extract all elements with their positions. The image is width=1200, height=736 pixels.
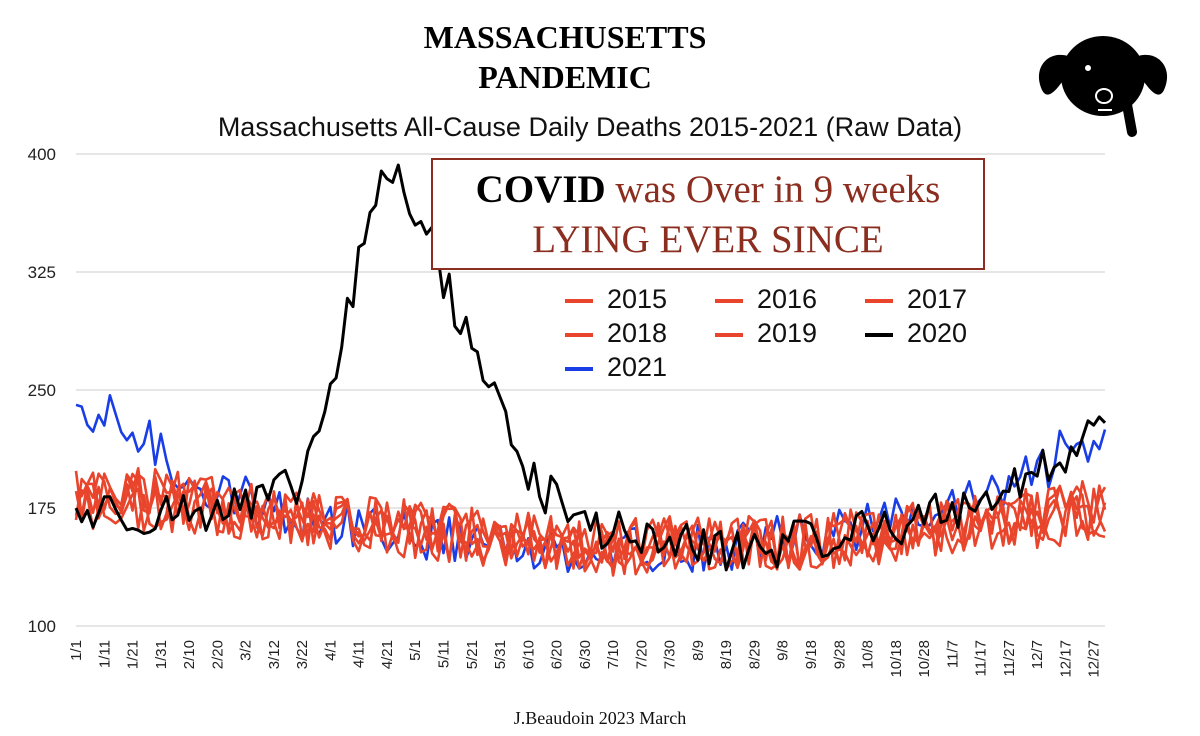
x-tick-label: 9/28 [831,640,848,669]
legend-swatch [715,298,743,303]
x-tick-label: 4/1 [322,640,339,661]
heading-line-2: PANDEMIC [478,59,652,95]
y-tick-label: 400 [28,145,56,164]
y-tick-label: 100 [28,617,56,636]
chart-title: Massachusetts All-Cause Daily Deaths 201… [217,112,963,142]
series-lines [74,163,1107,577]
legend-label: 2018 [607,318,668,348]
legend-swatch [865,332,893,337]
x-tick-label: 2/20 [209,640,226,669]
x-tick-label: 6/20 [549,640,566,669]
legend-swatch [565,298,593,303]
legend-swatch [565,366,593,371]
legend-label: 2015 [607,284,668,314]
legend-swatch [865,298,893,303]
legend-swatch [715,332,743,337]
callout-covid-word: COVID [475,168,606,211]
legend-label: 2019 [757,318,818,348]
callout-line-2: LYING EVER SINCE [532,218,884,261]
x-tick-label: 4/21 [379,640,396,669]
x-tick-label: 3/12 [266,640,283,669]
x-tick-label: 3/22 [294,640,311,669]
legend-item-2018: 2018 [565,316,667,350]
x-tick-label: 11/27 [1001,640,1018,676]
legend-item-2017: 2017 [865,282,967,316]
x-tick-label: 10/18 [888,640,905,678]
callout-box: COVID was Over in 9 weeks LYING EVER SIN… [431,158,985,270]
x-tick-label: 1/1 [68,640,85,661]
x-tick-label: 12/27 [1086,640,1103,678]
legend-item-2019: 2019 [715,316,817,350]
legend-swatch [565,332,593,337]
legend-item-2020: 2020 [865,316,967,350]
x-tick-label: 5/21 [464,640,481,669]
x-tick-label: 4/11 [351,640,368,668]
y-tick-label: 250 [28,381,56,400]
series-line-2020 [74,163,1107,572]
x-tick-label: 9/18 [803,640,820,669]
x-tick-label: 5/31 [492,640,509,669]
x-tick-label: 2/10 [181,640,198,669]
x-tick-label: 5/1 [407,640,424,661]
y-tick-label: 325 [28,263,56,282]
x-tick-label: 11/17 [973,640,990,676]
legend-label: 2021 [607,352,668,382]
dog-head-icon [1038,36,1168,137]
credit-text: J.Beaudoin 2023 March [513,708,687,728]
heading-line-1: MASSACHUSETTS [423,19,707,55]
x-tick-label: 6/30 [577,640,594,669]
x-tick-label: 7/30 [662,640,679,669]
x-tick-label: 12/17 [1057,640,1074,678]
x-tick-label: 11/7 [944,640,961,668]
legend-label: 2016 [757,284,818,314]
x-axis: 1/1 1/11 1/21 1/31 2/10 2/20 3/2 3/12 3/22 4/1 4/1… [68,640,1103,678]
y-tick-label: 175 [28,499,56,518]
x-tick-label: 10/28 [916,640,933,678]
y-axis: 100 175 250 325 400 [28,145,56,636]
legend-item-2016: 2016 [715,282,817,316]
x-tick-label: 1/31 [153,640,170,669]
x-tick-label: 12/7 [1029,640,1046,669]
x-tick-label: 7/10 [605,640,622,669]
x-tick-label: 7/20 [633,640,650,669]
x-tick-label: 6/10 [520,640,537,669]
x-tick-label: 8/29 [746,640,763,669]
x-tick-label: 5/11 [436,640,453,668]
x-tick-label: 9/8 [775,640,792,661]
x-tick-label: 3/2 [238,640,255,661]
x-tick-label: 1/11 [96,640,113,668]
legend-item-2015: 2015 [565,282,667,316]
callout-line-1: COVID was Over in 9 weeks [433,163,983,217]
callout-line-1-rest: was Over in 9 weeks [605,168,941,211]
x-tick-label: 1/21 [125,640,142,669]
legend-item-2021: 2021 [565,350,667,384]
x-tick-label: 10/8 [860,640,877,669]
x-tick-label: 8/19 [718,640,735,669]
legend-label: 2017 [907,284,968,314]
legend-label: 2020 [907,318,968,348]
x-tick-label: 8/9 [690,640,707,661]
